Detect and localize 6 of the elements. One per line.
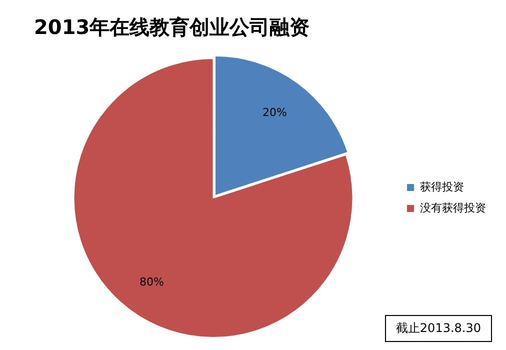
legend-label: 没有获得投资 [420,201,486,214]
chart-title: 2013年在线教育创业公司融资 [34,14,310,41]
legend-label: 获得投资 [420,180,464,194]
text: 截止2013.8.30 [384,315,492,342]
data-label: 20% [262,106,287,120]
data-label: 80% [140,276,164,289]
